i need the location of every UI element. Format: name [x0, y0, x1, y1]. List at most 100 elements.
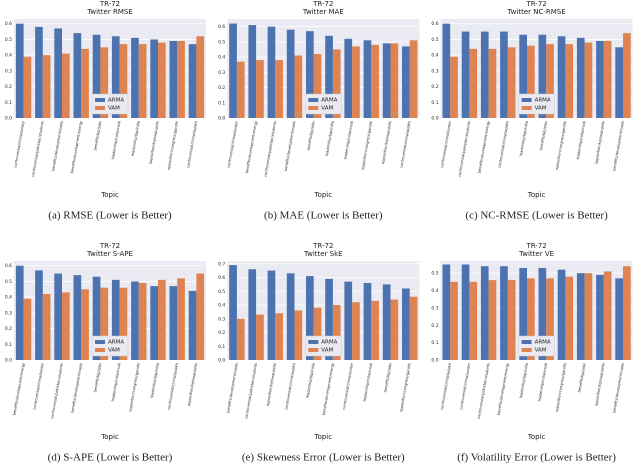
x-tick-label: controversial/china/ladakh: [440, 363, 452, 411]
x-tick-label: benefits/development/energy: [12, 362, 25, 416]
bar: [519, 34, 527, 118]
bar: [54, 273, 62, 360]
bar: [196, 273, 205, 360]
bar: [402, 288, 410, 360]
bar: [344, 281, 353, 360]
x-tick-label: leadership/india/modi: [111, 121, 122, 160]
legend-swatch: [521, 98, 532, 102]
x-tick-label: controversial/china/border: [459, 362, 471, 410]
bar: [371, 300, 379, 360]
x-tick-label: opposition/congress/gandhi: [128, 363, 141, 412]
x-tick-label: benefits/bjp/jobs: [307, 121, 316, 151]
bar: [62, 292, 70, 360]
bar: [450, 281, 458, 360]
x-tick-label: controversial/china/ladakh: [399, 121, 411, 169]
x-tick-label: controversial/china/ladakh: [284, 363, 296, 411]
caption: (d) S-APE (Lower is Better): [48, 452, 173, 464]
bar: [450, 56, 458, 118]
bar: [54, 28, 62, 118]
bar: [480, 266, 489, 360]
legend-swatch: [308, 348, 319, 352]
bar: [325, 278, 333, 360]
bar: [150, 39, 158, 118]
bar: [313, 54, 322, 118]
x-tick-label: opposition/congress/gandhi: [555, 363, 568, 412]
bar: [409, 40, 418, 119]
bar: [229, 23, 237, 119]
bar: [538, 267, 547, 360]
bar: [286, 273, 295, 360]
bar: [306, 31, 314, 118]
y-tick-label: 0.6: [5, 21, 12, 27]
bar: [92, 34, 101, 118]
x-axis-label: Topic: [527, 433, 546, 441]
y-tick-label: 0.4: [218, 303, 225, 309]
caption: (f) Volatility Error (Lower is Better): [457, 452, 616, 464]
y-tick-label: 0.0: [431, 358, 438, 364]
bar: [332, 305, 341, 360]
legend-label: ARMA: [321, 340, 337, 346]
bar: [596, 41, 604, 118]
bar: [576, 37, 585, 118]
legend-label: VAM: [321, 106, 333, 112]
legend-swatch: [521, 106, 532, 110]
bar: [382, 284, 391, 360]
x-tick-label: benefits/bjp/jobs: [93, 121, 102, 151]
y-tick-label: 0.5: [431, 271, 438, 277]
x-tick-label: leadership/bjp/india: [131, 121, 141, 157]
bar: [507, 280, 516, 360]
y-tick-label: 0.4: [218, 55, 225, 61]
bar: [138, 44, 147, 119]
y-tick-label: 0.1: [431, 100, 438, 106]
y-tick-label: 0.0: [431, 116, 438, 122]
bar: [35, 270, 43, 360]
x-tick-label: benefits/development/energy: [497, 362, 510, 416]
legend-swatch: [308, 106, 319, 110]
y-tick-label: 0.5: [218, 289, 225, 295]
bar: [584, 273, 593, 360]
bar: [100, 287, 109, 360]
bar: [576, 273, 585, 360]
bar: [158, 42, 166, 119]
x-tick-label: benefits/development/roads: [612, 363, 625, 414]
x-tick-label: controversial/china/border: [227, 120, 239, 168]
x-tick-label: controversial/pakistan/students: [244, 363, 258, 420]
y-tick-label: 0.5: [431, 37, 438, 43]
bar: [538, 34, 547, 118]
x-tick-label: opposition/congress/gandhi: [399, 363, 412, 412]
chart-subtitle: Twitter MAE: [302, 8, 344, 16]
bar: [131, 37, 139, 118]
x-tick-label: opposition/kejriwal/delhi: [148, 121, 160, 165]
y-tick-label: 0.4: [5, 295, 12, 301]
bar: [557, 269, 566, 360]
y-tick-label: 0.7: [218, 261, 225, 267]
bar: [442, 264, 451, 360]
x-tick-label: leadership/india/modi: [343, 121, 354, 160]
bar: [546, 278, 554, 360]
caption: (e) Skewness Error (Lower is Better): [242, 452, 405, 464]
legend-swatch: [95, 340, 105, 344]
legend-swatch: [95, 348, 105, 352]
x-tick-label: benefits/bjp/jobs: [539, 121, 548, 151]
bar: [480, 31, 489, 119]
y-tick-label: 0.2: [431, 323, 438, 329]
x-tick-label: benefits/development/roads: [612, 121, 625, 172]
bar: [229, 265, 237, 360]
legend-label: ARMA: [535, 340, 551, 346]
legend-label: ARMA: [535, 98, 551, 104]
x-tick-label: opposition/kejriwal/delhi: [594, 363, 606, 407]
bar: [81, 289, 89, 360]
y-tick-label: 0.6: [431, 21, 438, 27]
y-tick-label: 0.1: [431, 340, 438, 346]
x-tick-label: opposition/congress/gandhi: [361, 121, 374, 170]
legend-label: VAM: [535, 348, 547, 354]
bar: [488, 280, 497, 360]
bar: [169, 286, 178, 360]
legend-label: ARMA: [108, 340, 124, 346]
x-tick-label: opposition/kejriwal/delhi: [381, 121, 393, 165]
bar: [15, 23, 24, 118]
x-tick-label: benefits/bjp/jobs: [577, 363, 586, 393]
y-tick-label: 0.3: [431, 68, 438, 74]
y-tick-label: 0.0: [5, 116, 12, 122]
x-tick-label: opposition/congress/gandhi: [555, 121, 568, 170]
